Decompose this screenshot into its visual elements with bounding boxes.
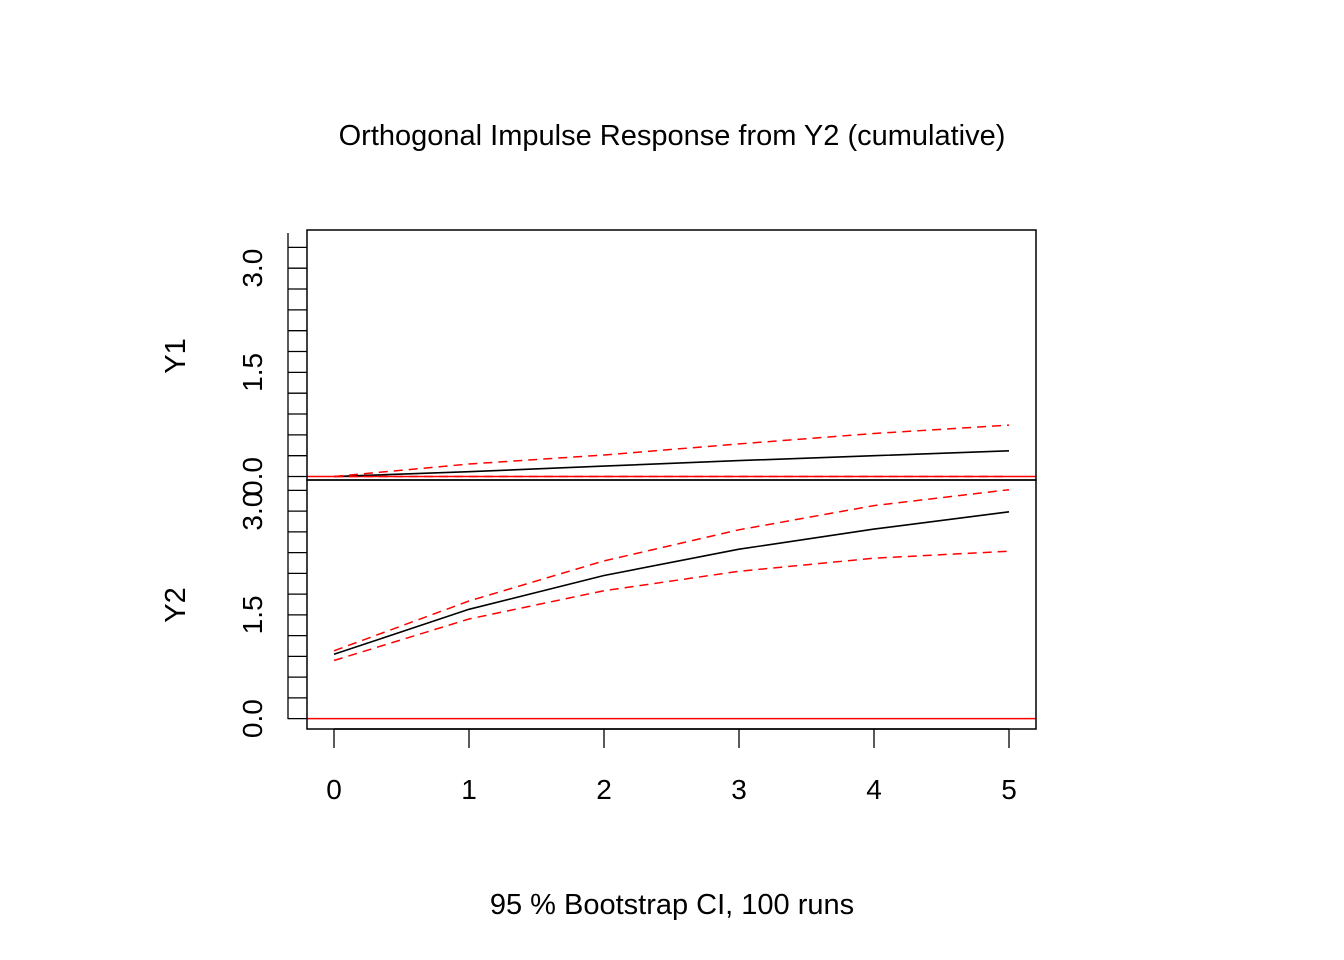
panel-y1-frame — [306, 229, 1037, 481]
panel-y2-response-line — [333, 511, 1010, 656]
panel-y2-yaxis: 0.0 1.5 3.0 — [237, 476, 307, 738]
panel-y2-ytick-label: 1.5 — [237, 595, 268, 634]
panel-y1-ytick-label: 1.5 — [237, 353, 268, 392]
x-axis: 0 1 2 3 4 5 — [326, 728, 1017, 805]
panel-y1-response-line — [333, 450, 1010, 478]
x-axis-label: 95 % Bootstrap CI, 100 runs — [490, 889, 854, 921]
x-tick-label: 5 — [1001, 774, 1017, 805]
panel-y1-ylabel: Y1 — [160, 338, 192, 373]
panel-y2-frame — [306, 479, 1037, 730]
panel-y2: Y2 0.0 1.5 3.0 — [160, 476, 1036, 738]
x-tick-label: 3 — [731, 774, 747, 805]
panel-y1-yaxis: 0.0 1.5 3.0 — [237, 232, 307, 496]
x-tick-label: 4 — [866, 774, 882, 805]
panel-y2-ci-upper-line — [333, 488, 1010, 652]
x-tick-label: 0 — [326, 774, 342, 805]
panel-y1-ytick-label: 0.0 — [237, 457, 268, 496]
chart-title: Orthogonal Impulse Response from Y2 (cum… — [339, 120, 1006, 152]
panel-y1: Y1 0.0 1.5 3.0 — [160, 232, 1036, 496]
panel-y2-ylabel: Y2 — [160, 587, 192, 622]
panel-y2-ytick-label: 0.0 — [237, 699, 268, 738]
x-tick-label: 2 — [596, 774, 612, 805]
x-tick-label: 1 — [461, 774, 477, 805]
panel-y2-ytick-label: 3.0 — [237, 492, 268, 531]
panel-y2-ci-lower-line — [333, 550, 1010, 662]
panel-y1-ytick-label: 3.0 — [237, 249, 268, 288]
panel-y1-ci-upper-line — [333, 424, 1010, 478]
